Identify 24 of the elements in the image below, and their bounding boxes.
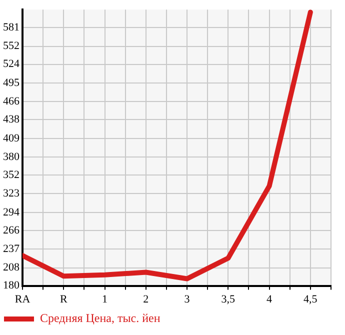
y-tick-label: 466 — [3, 96, 20, 108]
y-tick-label: 552 — [3, 40, 20, 52]
x-tick-label: 1 — [102, 293, 108, 306]
x-tick-label: 4 — [266, 293, 273, 306]
y-tick-label: 266 — [3, 224, 20, 236]
y-tick-label: 495 — [3, 76, 20, 89]
y-tick-label: 237 — [3, 242, 20, 255]
y-tick-label: 208 — [3, 262, 20, 274]
x-tick-label: 4,5 — [304, 293, 318, 306]
y-tick-label: 409 — [3, 132, 20, 144]
y-tick-label: 524 — [3, 58, 20, 70]
x-tick-label: 2 — [143, 293, 149, 306]
legend-label: Средняя Цена, тыс. йен — [40, 311, 161, 326]
y-tick-label: 438 — [3, 114, 20, 126]
y-tick-label: 180 — [3, 280, 20, 292]
x-tick-label: RA — [14, 293, 30, 306]
y-tick-label: 380 — [3, 150, 20, 163]
x-tick-label: 3,5 — [221, 293, 236, 306]
x-tick-label: 3 — [184, 293, 190, 306]
y-tick-label: 352 — [3, 168, 20, 181]
y-tick-label: 581 — [3, 22, 20, 34]
y-tick-label: 323 — [3, 188, 20, 200]
x-tick-label: R — [60, 293, 68, 306]
y-tick-label: 294 — [3, 206, 20, 218]
